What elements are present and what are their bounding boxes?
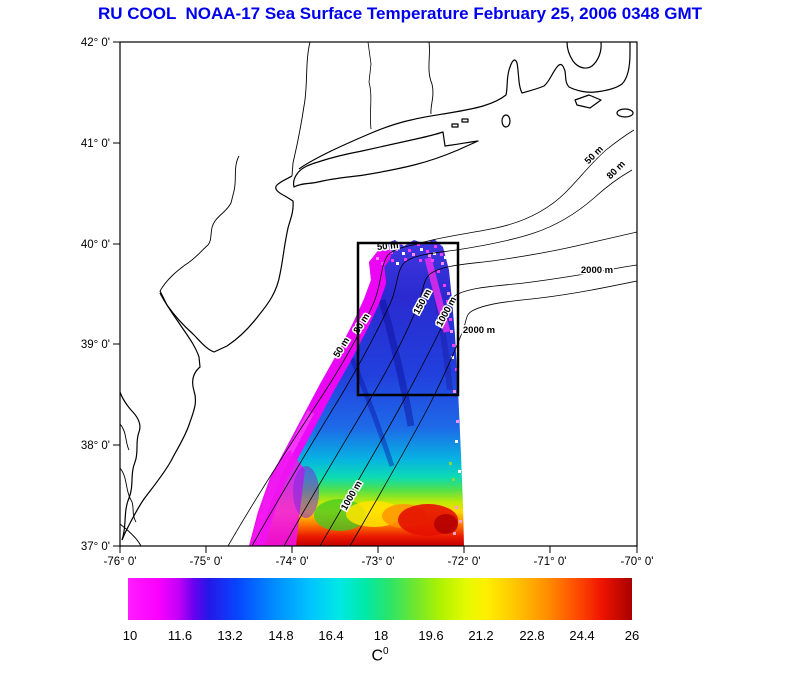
colorbar-tick-label: 14.8 xyxy=(268,628,294,643)
colorbar-tick-label: 19.6 xyxy=(418,628,444,643)
colorbar-tick-label: 18 xyxy=(373,628,389,643)
y-tick-label: 37° 0' xyxy=(81,541,110,553)
contour-50m xyxy=(227,129,635,547)
colorbar-tick-label: 10 xyxy=(122,628,138,643)
colorbar-tick-label: 16.4 xyxy=(318,628,344,643)
coastline xyxy=(119,41,634,547)
connecticut-river xyxy=(428,41,434,115)
x-tick-label: -76° 0' xyxy=(103,556,136,568)
y-tick-label: 42° 0' xyxy=(81,37,110,49)
roi-box xyxy=(356,241,460,397)
contour-label: 2000 m xyxy=(581,265,613,276)
x-axis: -76° 0' -75° 0' -74° 0' -73° 0' -72° 0' … xyxy=(103,546,654,568)
sst-warm-blobs xyxy=(314,499,458,536)
contour-80m xyxy=(251,169,633,547)
contour-150m xyxy=(283,231,638,547)
contour-label: 80 m xyxy=(605,159,628,182)
plum-island xyxy=(451,123,459,128)
figure-title: RU COOL NOAA-17 Sea Surface Temperature … xyxy=(97,4,703,23)
contour-2000m xyxy=(349,280,638,547)
nantucket xyxy=(616,108,634,118)
colorbar-gradient xyxy=(128,578,632,620)
marthas-vineyard xyxy=(574,94,602,109)
fishers-island xyxy=(461,118,469,123)
contour-1000m xyxy=(319,264,638,547)
cape-cod-bay xyxy=(566,41,602,69)
x-tick-label: -71° 0' xyxy=(533,556,566,568)
bathymetry-contours xyxy=(227,129,638,547)
sst-cold-band xyxy=(249,242,451,546)
colorbar-tick-label: 11.6 xyxy=(167,628,193,643)
x-tick-label: -74° 0' xyxy=(275,556,308,568)
delmarva-bay-coast xyxy=(119,391,141,541)
colorbar-tick-label: 24.4 xyxy=(569,628,595,643)
chesapeake-shore-fragments xyxy=(119,423,142,547)
colorbar-tick-label: 13.2 xyxy=(217,628,243,643)
y-tick-label: 40° 0' xyxy=(81,239,110,251)
sst-map: 50 m 50 m 80 m 150 m 1000 m 1000 m 2000 … xyxy=(81,37,654,568)
colorbar-tick-label: 22.8 xyxy=(519,628,545,643)
contour-label: 50 m xyxy=(583,144,606,167)
hudson-river xyxy=(291,41,311,177)
ct-ri-ma-coast xyxy=(298,42,631,170)
y-tick-label: 39° 0' xyxy=(81,339,110,351)
y-axis: 42° 0' 41° 0' 40° 0' 39° 0' 38° 0' 37° 0… xyxy=(81,37,120,553)
x-tick-label: -72° 0' xyxy=(447,556,480,568)
delmarva-atlantic-coast xyxy=(121,292,201,541)
nj-coast xyxy=(159,175,294,353)
contour-label: 2000 m xyxy=(463,325,495,336)
colorbar-unit: C0 xyxy=(128,646,632,665)
x-tick-label: -75° 0' xyxy=(189,556,222,568)
colorbar-tick-label: 26 xyxy=(624,628,640,643)
x-tick-label: -73° 0' xyxy=(361,556,394,568)
colorbar-unit-sup: 0 xyxy=(383,646,389,657)
x-tick-label: -70° 0' xyxy=(620,556,653,568)
long-island xyxy=(293,131,479,188)
block-island xyxy=(501,114,511,128)
colorbar-tick-label: 21.2 xyxy=(468,628,494,643)
colorbar-unit-base: C xyxy=(371,647,383,665)
housatonic-river xyxy=(367,41,372,130)
y-tick-label: 38° 0' xyxy=(81,440,110,452)
delaware-river xyxy=(159,155,240,292)
y-tick-label: 41° 0' xyxy=(81,138,110,150)
